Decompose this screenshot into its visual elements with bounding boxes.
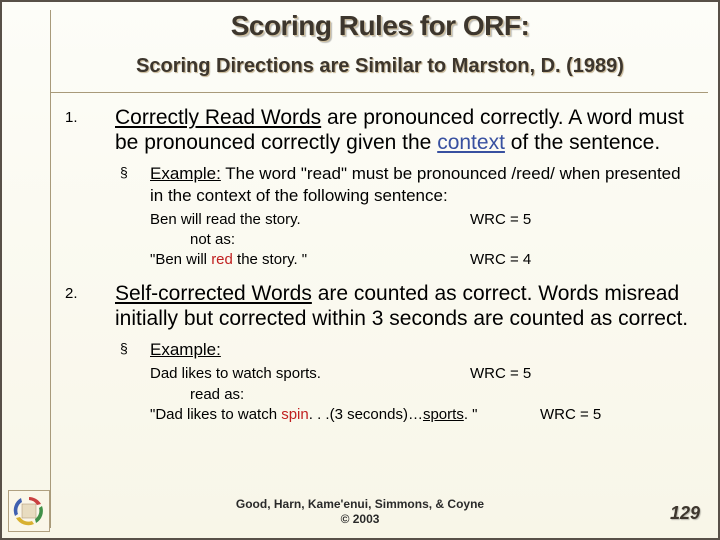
item-number: 1.	[65, 105, 115, 155]
bullet-icon: §	[120, 339, 150, 360]
vertical-rule	[50, 10, 51, 528]
text: "Dad likes to watch	[150, 406, 281, 423]
example-block: Dad likes to watch sports. WRC = 5 read …	[150, 364, 695, 425]
text: . . .(3 seconds)…	[309, 406, 423, 423]
example-left: read as:	[150, 385, 470, 405]
example-row: "Dad likes to watch spin. . .(3 seconds)…	[150, 405, 695, 425]
slide-subtitle: Scoring Directions are Similar to Marsto…	[60, 55, 700, 78]
footer-copyright: © 2003	[60, 512, 660, 526]
example-left: Dad likes to watch sports.	[150, 364, 470, 384]
error-word: red	[211, 251, 233, 268]
text: . "	[464, 406, 478, 423]
footer: Good, Harn, Kame'enui, Simmons, & Coyne …	[60, 497, 660, 526]
sub-body: Example:	[150, 339, 695, 360]
example-left: "Ben will red the story. "	[150, 250, 470, 270]
example-row: Ben will read the story. WRC = 5	[150, 210, 695, 230]
context-link: context	[437, 131, 505, 154]
underlined-term: Correctly Read Words	[115, 106, 321, 129]
example-left: Ben will read the story.	[150, 210, 470, 230]
cycle-icon	[8, 490, 50, 532]
wrc-value: WRC = 5	[540, 405, 695, 425]
example-row: not as:	[150, 230, 695, 250]
list-item: 2. Self-corrected Words are counted as c…	[65, 281, 695, 331]
example-label: Example:	[150, 164, 221, 183]
wrc-value	[470, 230, 695, 250]
sub-item: § Example:	[120, 339, 695, 360]
list-item: 1. Correctly Read Words are pronounced c…	[65, 105, 695, 155]
example-row: Dad likes to watch sports. WRC = 5	[150, 364, 695, 384]
wrc-value: WRC = 5	[470, 210, 695, 230]
text: "Ben will	[150, 251, 211, 268]
text: the story. "	[233, 251, 307, 268]
wrc-value: WRC = 5	[470, 364, 695, 384]
item-text-tail: of the sentence.	[505, 131, 660, 154]
page-number: 129	[670, 503, 700, 524]
example-text: The word "read" must be pronounced /reed…	[150, 164, 681, 204]
example-left: "Dad likes to watch spin. . .(3 seconds)…	[150, 405, 540, 425]
content-area: 1. Correctly Read Words are pronounced c…	[65, 105, 695, 485]
underlined-term: Self-corrected Words	[115, 282, 312, 305]
wrc-value	[470, 385, 695, 405]
wrc-value: WRC = 4	[470, 250, 695, 270]
example-row: read as:	[150, 385, 695, 405]
sub-item: § Example: The word "read" must be prono…	[120, 163, 695, 206]
footer-authors: Good, Harn, Kame'enui, Simmons, & Coyne	[60, 497, 660, 511]
error-word: spin	[281, 406, 309, 423]
example-block: Ben will read the story. WRC = 5 not as:…	[150, 210, 695, 271]
item-number: 2.	[65, 281, 115, 331]
corrected-word: sports	[423, 406, 464, 423]
example-row: "Ben will red the story. " WRC = 4	[150, 250, 695, 270]
sub-body: Example: The word "read" must be pronoun…	[150, 163, 695, 206]
item-body: Self-corrected Words are counted as corr…	[115, 281, 695, 331]
slide-title: Scoring Rules for ORF:	[60, 10, 700, 42]
example-left: not as:	[150, 230, 470, 250]
item-body: Correctly Read Words are pronounced corr…	[115, 105, 695, 155]
example-label: Example:	[150, 340, 221, 359]
slide: Scoring Rules for ORF: Scoring Direction…	[0, 0, 720, 540]
bullet-icon: §	[120, 163, 150, 206]
horizontal-rule	[50, 92, 708, 93]
